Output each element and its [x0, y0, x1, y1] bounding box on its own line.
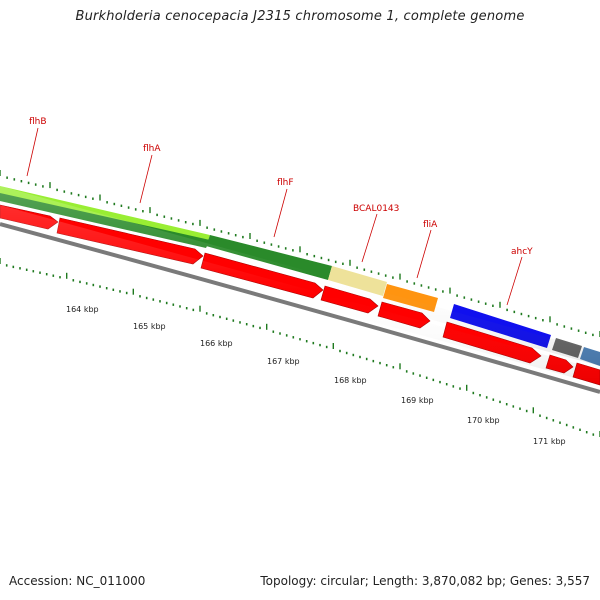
genome-stats-text: Topology: circular; Length: 3,870,082 bp…: [260, 574, 590, 588]
kbp-label: 165 kbp: [133, 322, 166, 331]
gene-label-flhA[interactable]: flhA: [143, 144, 161, 154]
outer-tick-row: [0, 170, 600, 337]
gene-label-flhF[interactable]: flhF: [277, 178, 294, 188]
kbp-scale-labels: 164 kbp 165 kbp 166 kbp 167 kbp 168 kbp …: [66, 305, 566, 446]
kbp-tick-row: [0, 258, 600, 437]
map-title: Burkholderia cenocepacia J2315 chromosom…: [75, 9, 525, 24]
accession-text: Accession: NC_011000: [9, 574, 146, 588]
kbp-label: 166 kbp: [200, 339, 233, 348]
kbp-label: 168 kbp: [334, 376, 367, 385]
kbp-label: 171 kbp: [533, 437, 566, 446]
kbp-label: 164 kbp: [66, 305, 99, 314]
gene-label-fliA[interactable]: fliA: [423, 220, 438, 230]
gene-label-ahcY[interactable]: ahcY: [511, 247, 533, 257]
genome-backbone: [0, 222, 600, 394]
kbp-label: 169 kbp: [401, 396, 434, 405]
gene-label-BCAL0143[interactable]: BCAL0143: [353, 204, 399, 214]
gene-arrow-track: [0, 204, 600, 386]
gene-labels: flhB flhA flhF BCAL0143 fliA ahcY: [26, 117, 533, 306]
feature-band-track: [0, 186, 600, 366]
gene-label-flhB[interactable]: flhB: [29, 117, 47, 127]
BCAL0143-feature-band[interactable]: [328, 266, 387, 296]
kbp-label: 167 kbp: [267, 357, 300, 366]
kbp-label: 170 kbp: [467, 416, 500, 425]
flhF-feature-band[interactable]: [206, 235, 332, 280]
